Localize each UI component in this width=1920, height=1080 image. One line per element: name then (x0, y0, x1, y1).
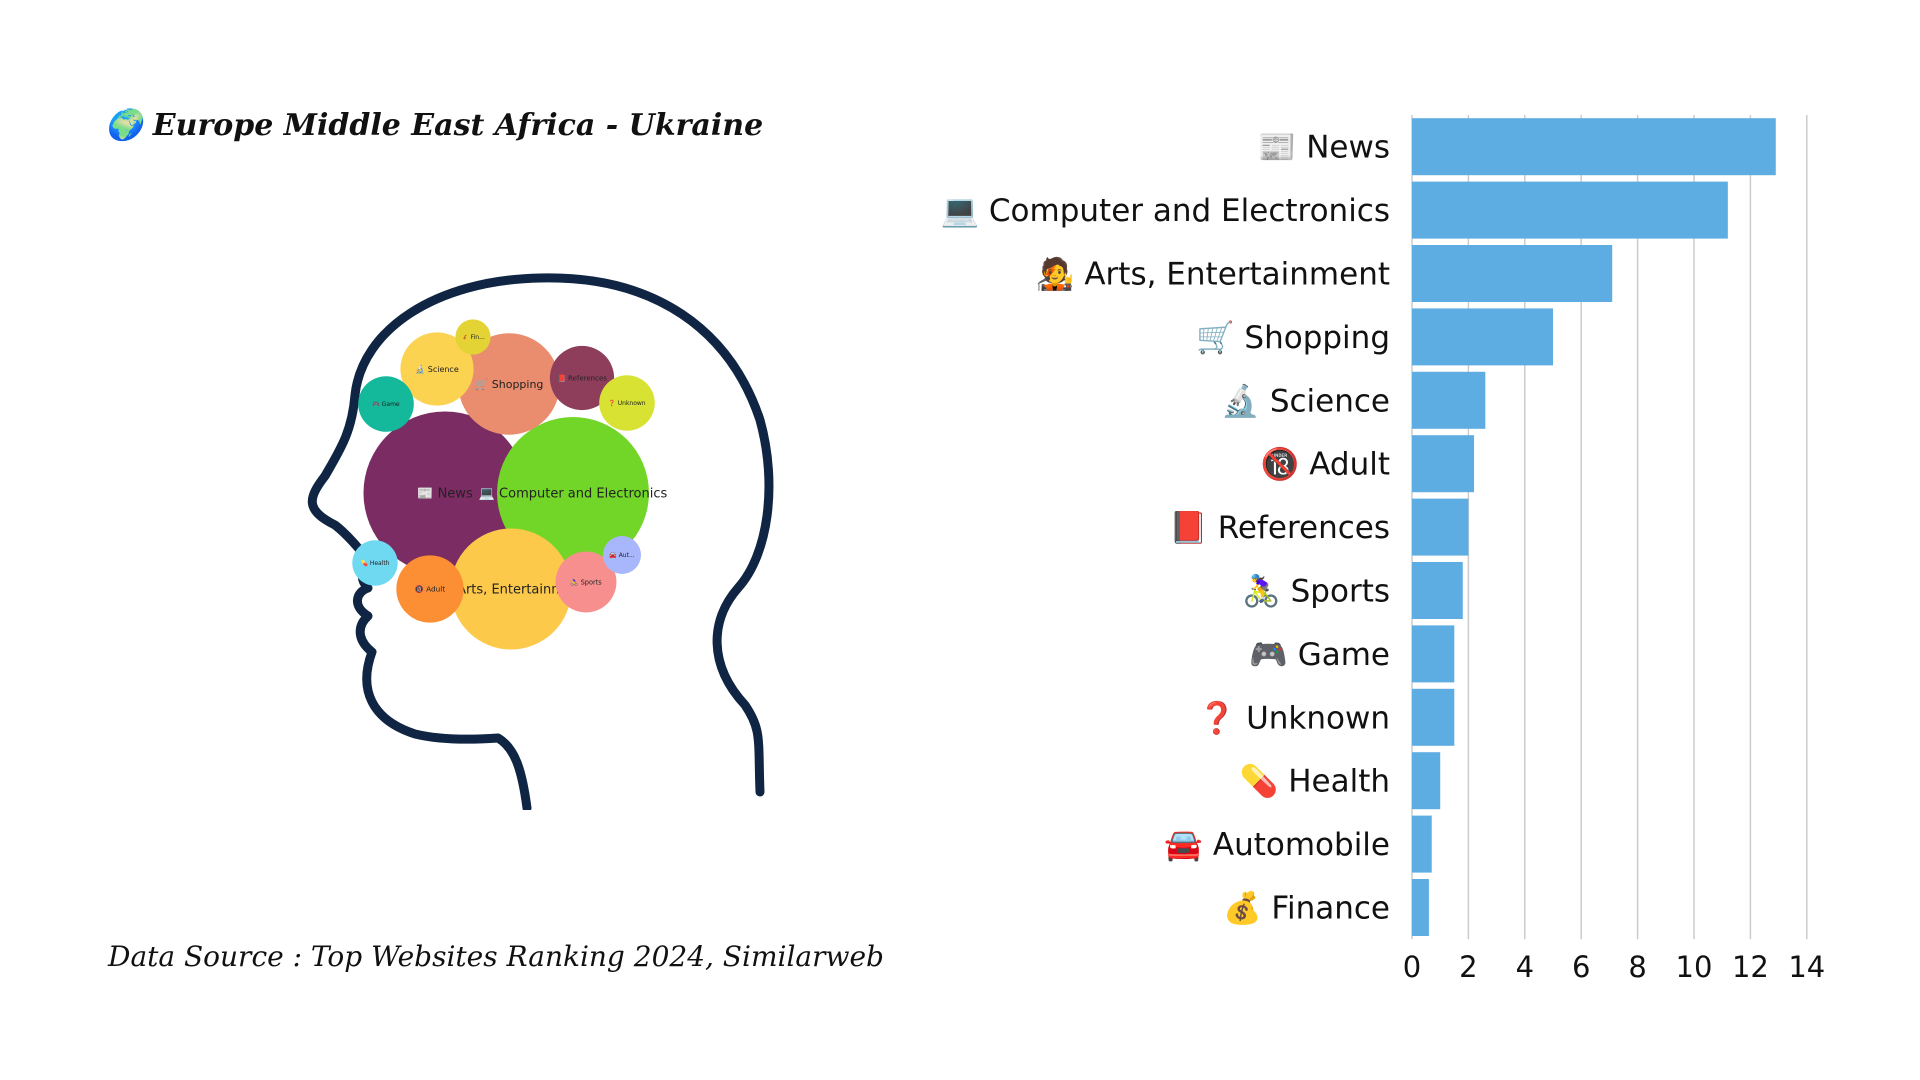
bar-arts-entertainment (1412, 245, 1613, 302)
bubble-adult (396, 555, 464, 623)
bubble-label: ❓ Unknown (608, 399, 645, 407)
bubble-science (400, 332, 474, 406)
bubble-label: 🧑‍🎤 Arts, Entertainment (437, 581, 586, 598)
x-tick-label: 0 (1403, 950, 1421, 980)
category-label: 🔬 Science (1221, 381, 1390, 419)
bubble-health (352, 540, 398, 586)
bar-automobile (1412, 815, 1432, 873)
category-label: 🛒 Shopping (1196, 319, 1390, 356)
x-tick-label: 2 (1459, 950, 1477, 980)
bubble-label: 🎮 Game (372, 401, 400, 408)
bar-sports (1412, 562, 1463, 619)
x-tick-label: 10 (1676, 950, 1713, 980)
bubble-label: 📕 References (557, 373, 607, 382)
bar-adult (1412, 435, 1475, 493)
bar-chart: 📰 News 💻 Computer and Electronics 🧑‍🎤 Arts… (940, 115, 1825, 980)
bar-news (1412, 118, 1776, 176)
bar-science (1412, 371, 1486, 429)
bar-unknown (1412, 688, 1455, 746)
bubble-sports (555, 551, 617, 613)
bubble-label: 💰 Fin... (461, 333, 485, 341)
bar-references (1412, 498, 1469, 556)
bubble-news (363, 411, 527, 575)
bubble-game (358, 376, 414, 432)
chart-title: 🌍 Europe Middle East Africa - Ukraine (105, 108, 764, 143)
bubble-label: 🔞 Adult (415, 585, 446, 594)
category-label: 💰 Finance (1223, 890, 1390, 927)
bubble-arts-entertainment (450, 528, 572, 650)
bubble-unknown (599, 375, 655, 431)
bubble-references (549, 345, 615, 411)
x-tick-label: 8 (1628, 950, 1646, 980)
x-tick-label: 6 (1572, 950, 1590, 980)
bubble-label: 📰 News (417, 487, 473, 502)
x-tick-label: 12 (1732, 950, 1769, 980)
bar-finance (1412, 879, 1429, 936)
category-label: 🔞 Adult (1261, 446, 1390, 483)
bubble-label: 🚘 Aut... (609, 552, 634, 559)
x-tick-label: 14 (1788, 950, 1825, 980)
bubble-label: 🔬 Science (415, 364, 459, 374)
bubble-label: 🛒 Shopping (475, 378, 544, 391)
bubble-label: 💻 Computer and Electronics (479, 487, 668, 502)
bubble-aut (603, 536, 641, 574)
head-outline (307, 273, 774, 810)
category-label: 📕 References (1169, 510, 1390, 546)
category-label: 💊 Health (1240, 762, 1390, 800)
bar-game (1412, 625, 1455, 683)
data-source-note: Data Source : Top Websites Ranking 2024,… (108, 940, 884, 973)
bubble-computer-and-electronics (497, 417, 649, 569)
bubble-label: 🚴‍♀️ Sports (570, 578, 602, 586)
brain-bubble-chart: 📰 News 💻 Computer and Electronics 🧑‍🎤 Arts… (307, 273, 774, 810)
x-tick-label: 4 (1516, 950, 1534, 980)
category-label: 🎮 Game (1249, 637, 1390, 673)
category-label: 🧑‍🎤 Arts, Entertainment (1036, 255, 1390, 293)
bubble-shopping (458, 333, 560, 435)
category-label: 💻 Computer and Electronics (940, 193, 1390, 229)
bubble-label: 💊 Health (360, 559, 389, 567)
category-label: 📰 News (1258, 130, 1390, 166)
category-label: ❓ Unknown (1198, 699, 1390, 736)
bubble-fin (455, 319, 491, 355)
bar-computer-and-electronics (1412, 181, 1728, 239)
bar-health (1412, 752, 1441, 810)
bar-shopping (1412, 308, 1553, 366)
category-label: 🚴‍♀️ Sports (1242, 573, 1390, 610)
category-label: 🚘 Automobile (1164, 827, 1390, 863)
